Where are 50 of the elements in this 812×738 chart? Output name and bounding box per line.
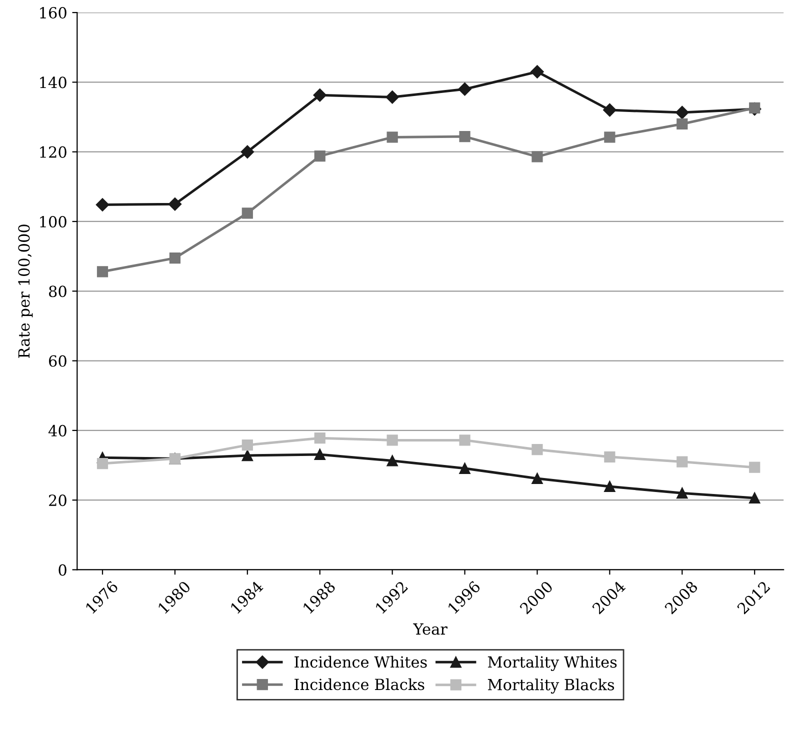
x-axis-title: Year	[413, 623, 448, 635]
point	[676, 488, 688, 499]
point	[314, 432, 326, 444]
point	[459, 130, 470, 142]
y-tick-label: 80	[49, 286, 66, 298]
point	[96, 458, 108, 470]
point	[313, 88, 326, 102]
point	[240, 145, 254, 158]
legend-label: Incidence Whites	[294, 656, 427, 668]
point	[676, 118, 688, 130]
point	[242, 208, 253, 219]
y-tick-label: 60	[49, 355, 66, 367]
point	[242, 450, 253, 462]
point	[604, 132, 616, 143]
point	[459, 434, 470, 446]
point	[96, 198, 110, 212]
point	[169, 252, 181, 264]
point	[749, 492, 760, 504]
legend-label: Mortality Whites	[488, 656, 617, 671]
point	[532, 472, 543, 484]
point	[168, 197, 182, 211]
y-tick-label: 100	[40, 216, 66, 228]
y-tick-label: 40	[48, 424, 66, 436]
y-axis-title: Rate per 100,000	[18, 224, 33, 358]
y-tick-label: 140	[40, 76, 66, 88]
legend-label: Mortality Blacks	[488, 678, 614, 694]
point	[314, 150, 326, 162]
point	[749, 462, 760, 473]
y-tick-label: 20	[49, 494, 66, 506]
point	[458, 82, 472, 96]
point	[532, 444, 543, 456]
point	[604, 451, 616, 462]
point	[386, 132, 398, 143]
point	[676, 106, 689, 120]
y-tick-label: 120	[40, 146, 66, 158]
point	[242, 440, 253, 451]
point	[532, 151, 543, 162]
point	[386, 90, 399, 104]
point	[676, 456, 688, 468]
point	[96, 266, 108, 278]
point	[386, 455, 398, 466]
legend-label: Incidence Blacks	[294, 678, 424, 690]
point	[530, 65, 544, 78]
y-tick-label: 160	[40, 7, 66, 19]
point	[604, 480, 616, 492]
point	[386, 434, 398, 446]
point	[603, 103, 616, 117]
point	[314, 448, 326, 460]
y-tick-label: 0	[58, 564, 66, 576]
point	[459, 462, 470, 474]
